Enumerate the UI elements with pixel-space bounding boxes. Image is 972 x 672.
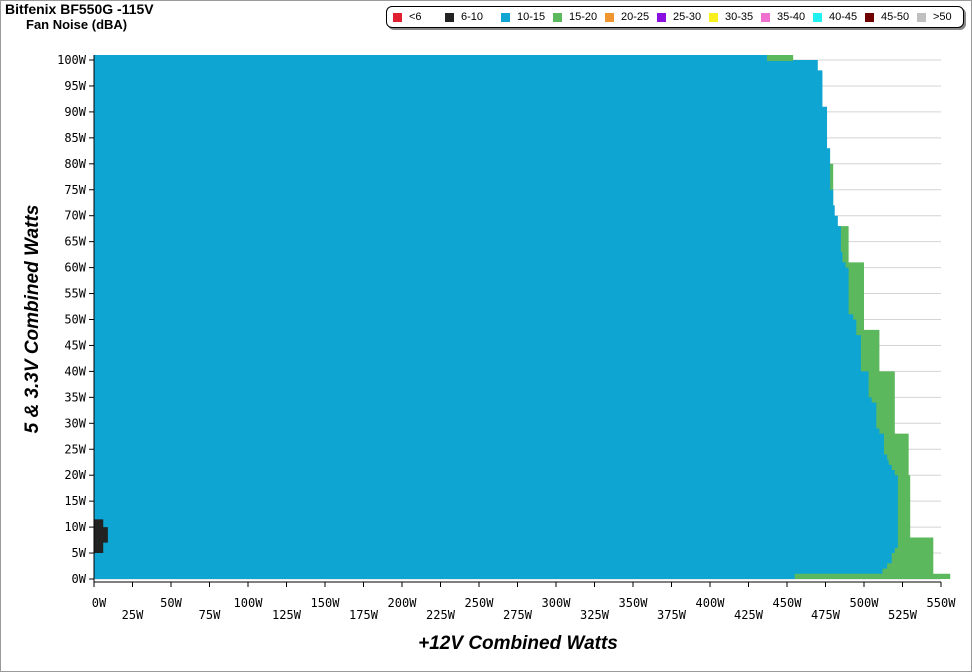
region-10-15 bbox=[94, 60, 898, 579]
y-tick-label: 0W bbox=[72, 572, 87, 586]
x-tick-label: 275W bbox=[503, 608, 533, 622]
legend-swatch bbox=[501, 12, 510, 22]
x-tick-label: 100W bbox=[234, 596, 264, 610]
x-tick-label: 425W bbox=[734, 608, 764, 622]
legend-item: 35-40 bbox=[761, 11, 807, 23]
x-tick-label: 450W bbox=[773, 596, 803, 610]
legend-label: >50 bbox=[933, 11, 952, 23]
legend: <6 6-10 10-15 15-20 20-25 25-30 30-35 35-40 40-4… bbox=[386, 6, 964, 28]
y-tick-label: 50W bbox=[64, 313, 86, 327]
x-tick-label: 0W bbox=[92, 596, 107, 610]
legend-item: 6-10 bbox=[445, 11, 495, 23]
legend-swatch bbox=[657, 12, 666, 22]
x-tick-label: 550W bbox=[927, 596, 957, 610]
legend-item: 30-35 bbox=[709, 11, 755, 23]
y-tick-label: 55W bbox=[64, 287, 86, 301]
legend-label: <6 bbox=[409, 11, 422, 23]
legend-item: 15-20 bbox=[553, 11, 599, 23]
x-tick-label: 25W bbox=[122, 608, 144, 622]
x-axis-title: +12V Combined Watts bbox=[418, 633, 618, 654]
x-tick-label: 50W bbox=[160, 596, 182, 610]
y-tick-label: 20W bbox=[64, 468, 86, 482]
legend-swatch bbox=[553, 12, 562, 22]
legend-swatch bbox=[917, 12, 926, 22]
legend-swatch bbox=[605, 12, 614, 22]
x-tick-label: 325W bbox=[580, 608, 610, 622]
x-tick-label: 250W bbox=[465, 596, 495, 610]
legend-item: >50 bbox=[917, 11, 963, 23]
x-tick-label: 225W bbox=[426, 608, 456, 622]
x-tick-label: 150W bbox=[311, 596, 341, 610]
legend-label: 35-40 bbox=[777, 11, 806, 23]
y-tick-label: 80W bbox=[64, 157, 86, 171]
legend-item: <6 bbox=[393, 11, 439, 23]
legend-swatch bbox=[393, 12, 402, 22]
x-tick-label: 200W bbox=[388, 596, 418, 610]
legend-label: 40-45 bbox=[829, 11, 858, 23]
y-tick-label: 100W bbox=[57, 53, 87, 67]
x-tick-label: 300W bbox=[542, 596, 572, 610]
x-tick-label: 400W bbox=[696, 596, 726, 610]
region-6-10 bbox=[94, 519, 108, 554]
y-tick-label: 75W bbox=[64, 183, 86, 197]
y-tick-label: 70W bbox=[64, 209, 86, 223]
legend-item: 20-25 bbox=[605, 11, 651, 23]
legend-label: 25-30 bbox=[673, 11, 702, 23]
y-tick-label: 35W bbox=[64, 390, 86, 404]
x-tick-label: 375W bbox=[657, 608, 687, 622]
legend-swatch bbox=[709, 12, 718, 22]
y-tick-label: 10W bbox=[64, 520, 86, 534]
y-tick-label: 95W bbox=[64, 79, 86, 93]
y-tick-label: 90W bbox=[64, 105, 86, 119]
legend-item: 10-15 bbox=[501, 11, 547, 23]
legend-label: 10-15 bbox=[517, 11, 546, 23]
y-tick-label: 40W bbox=[64, 364, 86, 378]
region-10-15-top bbox=[94, 55, 767, 61]
legend-swatch bbox=[761, 12, 770, 22]
x-tick-label: 475W bbox=[811, 608, 841, 622]
legend-item: 40-45 bbox=[813, 11, 859, 23]
y-tick-label: 65W bbox=[64, 235, 86, 249]
y-tick-label: 30W bbox=[64, 416, 86, 430]
legend-label: 45-50 bbox=[881, 11, 910, 23]
x-tick-label: 125W bbox=[272, 608, 302, 622]
chart-title: Bitfenix BF550G -115V bbox=[5, 1, 154, 17]
region-15-20-top bbox=[766, 55, 794, 61]
legend-label: 20-25 bbox=[621, 11, 650, 23]
y-tick-label: 25W bbox=[64, 442, 86, 456]
y-tick-label: 5W bbox=[72, 546, 87, 560]
legend-item: 25-30 bbox=[657, 11, 703, 23]
y-axis-title: 5 & 3.3V Combined Watts bbox=[22, 204, 43, 434]
x-tick-label: 525W bbox=[888, 608, 918, 622]
legend-label: 15-20 bbox=[569, 11, 598, 23]
legend-label: 30-35 bbox=[725, 11, 754, 23]
x-tick-label: 350W bbox=[619, 596, 649, 610]
legend-swatch bbox=[865, 12, 874, 22]
x-tick-label: 500W bbox=[850, 596, 880, 610]
x-tick-label: 175W bbox=[349, 608, 379, 622]
y-tick-label: 45W bbox=[64, 338, 86, 352]
legend-swatch bbox=[445, 12, 454, 22]
x-tick-label: 75W bbox=[199, 608, 221, 622]
y-tick-label: 85W bbox=[64, 131, 86, 145]
legend-label: 6-10 bbox=[461, 11, 484, 23]
legend-item: 45-50 bbox=[865, 11, 911, 23]
y-tick-label: 15W bbox=[64, 494, 86, 508]
y-tick-label: 60W bbox=[64, 261, 86, 275]
chart-subtitle: Fan Noise (dBA) bbox=[26, 17, 128, 32]
legend-swatch bbox=[813, 12, 822, 22]
